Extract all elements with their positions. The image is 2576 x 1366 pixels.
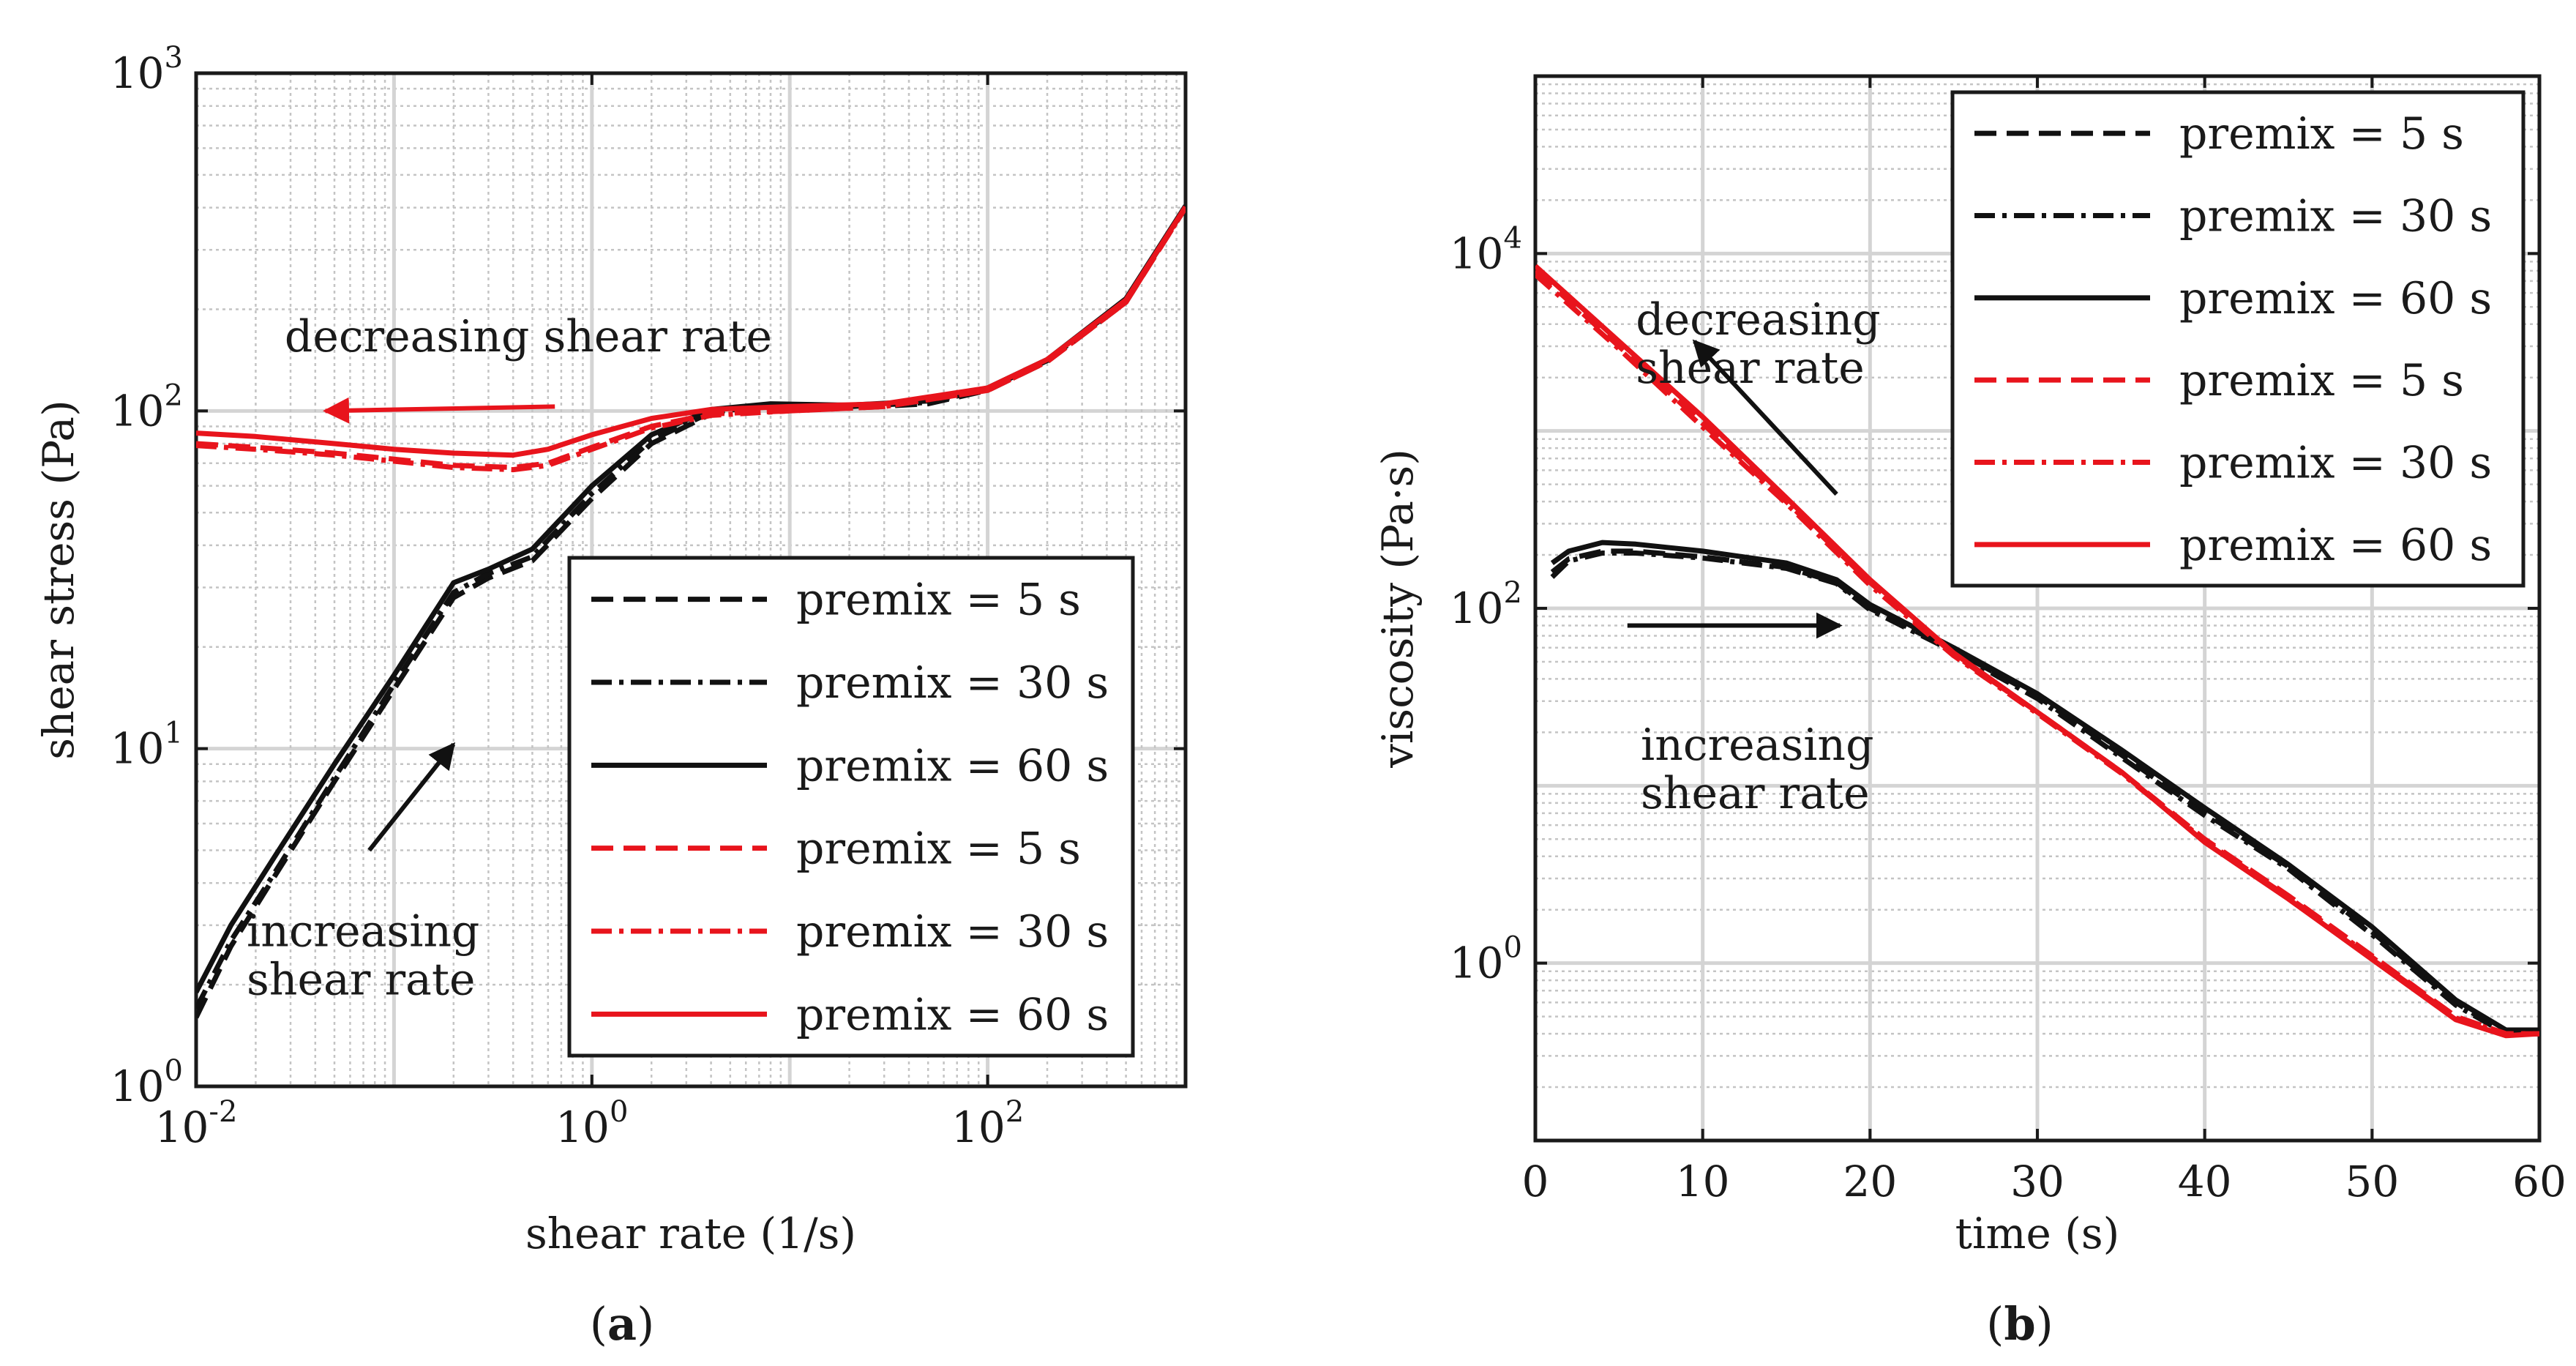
legend-label: premix = 30 s	[796, 906, 1109, 958]
x-tick-label: 30	[2010, 1157, 2064, 1206]
annotation-arrow	[1692, 339, 1838, 496]
annotation-text: decreasing shear rate	[285, 311, 772, 362]
legend: premix = 5 s premix = 30 s premix = 60 s pr…	[1950, 90, 2526, 588]
legend-box	[1950, 90, 2526, 588]
x-tick-label: 20	[1843, 1157, 1897, 1206]
x-tick-label: 10-2	[155, 1095, 238, 1152]
legend-box	[567, 556, 1135, 1058]
y-tick-label: 101	[111, 717, 183, 774]
x-tick-label: 40	[2178, 1157, 2232, 1206]
legend-label: premix = 5 s	[2179, 108, 2464, 160]
y-tick-label: 102	[1450, 576, 1522, 633]
y-tick-label: 102	[111, 378, 183, 436]
legend-label: premix = 60 s	[2179, 520, 2492, 571]
annotation: decreasing shear rate	[285, 311, 772, 424]
legend-label: premix = 5 s	[2179, 355, 2464, 406]
axes-box	[194, 71, 1188, 1089]
annotation-text: increasing	[247, 906, 479, 958]
panel-label: (b)	[1986, 1297, 2053, 1351]
x-tick-label: 60	[2512, 1157, 2566, 1206]
x-axis-label: time (s)	[1955, 1209, 2120, 1258]
series-group	[196, 204, 1186, 1019]
annotation-text: decreasing	[1636, 294, 1881, 346]
x-tick-label: 102	[951, 1095, 1024, 1152]
annotation-arrow	[323, 397, 555, 424]
x-tick-label: 100	[555, 1095, 628, 1152]
x-tick-label: 50	[2345, 1157, 2399, 1206]
panel-label: (a)	[590, 1297, 655, 1351]
legend-label: premix = 60 s	[2179, 273, 2492, 324]
legend-label: premix = 30 s	[2179, 438, 2492, 489]
y-axis-label: viscosity (Pa·s)	[1373, 449, 1423, 769]
series-line-1	[1550, 550, 2539, 1037]
x-tick-label: 0	[1522, 1157, 1549, 1206]
annotation-text: increasing	[1641, 720, 1873, 771]
y-tick-label: 103	[111, 41, 183, 98]
y-tick-label: 100	[1450, 931, 1522, 988]
legend: premix = 5 s premix = 30 s premix = 60 s pr…	[567, 556, 1135, 1058]
x-axis-label: shear rate (1/s)	[525, 1209, 856, 1258]
annotation-text: shear rate	[1641, 768, 1870, 819]
x-tick-label: 10	[1676, 1157, 1730, 1206]
legend-label: premix = 30 s	[796, 657, 1109, 709]
legend-label: premix = 5 s	[796, 824, 1081, 875]
series-line-5	[1535, 264, 2539, 1039]
chart-panel-b: 0 10 20 30 40 50 60 100 102 104 time (s) viscosity …	[1373, 74, 2566, 1351]
annotation-text: shear rate	[247, 955, 476, 1006]
legend-label: premix = 60 s	[796, 989, 1109, 1040]
y-axis-label: shear stress (Pa)	[34, 400, 83, 760]
series-group	[1535, 264, 2539, 1039]
legend-label: premix = 60 s	[796, 740, 1109, 791]
y-tick-label: 104	[1450, 221, 1522, 278]
series-line-5	[196, 205, 1186, 458]
annotation-arrow	[367, 742, 456, 852]
legend-label: premix = 30 s	[2179, 191, 2492, 242]
legend-label: premix = 5 s	[796, 575, 1081, 626]
series-line-2	[1550, 540, 2539, 1033]
annotation-text: shear rate	[1636, 343, 1865, 394]
